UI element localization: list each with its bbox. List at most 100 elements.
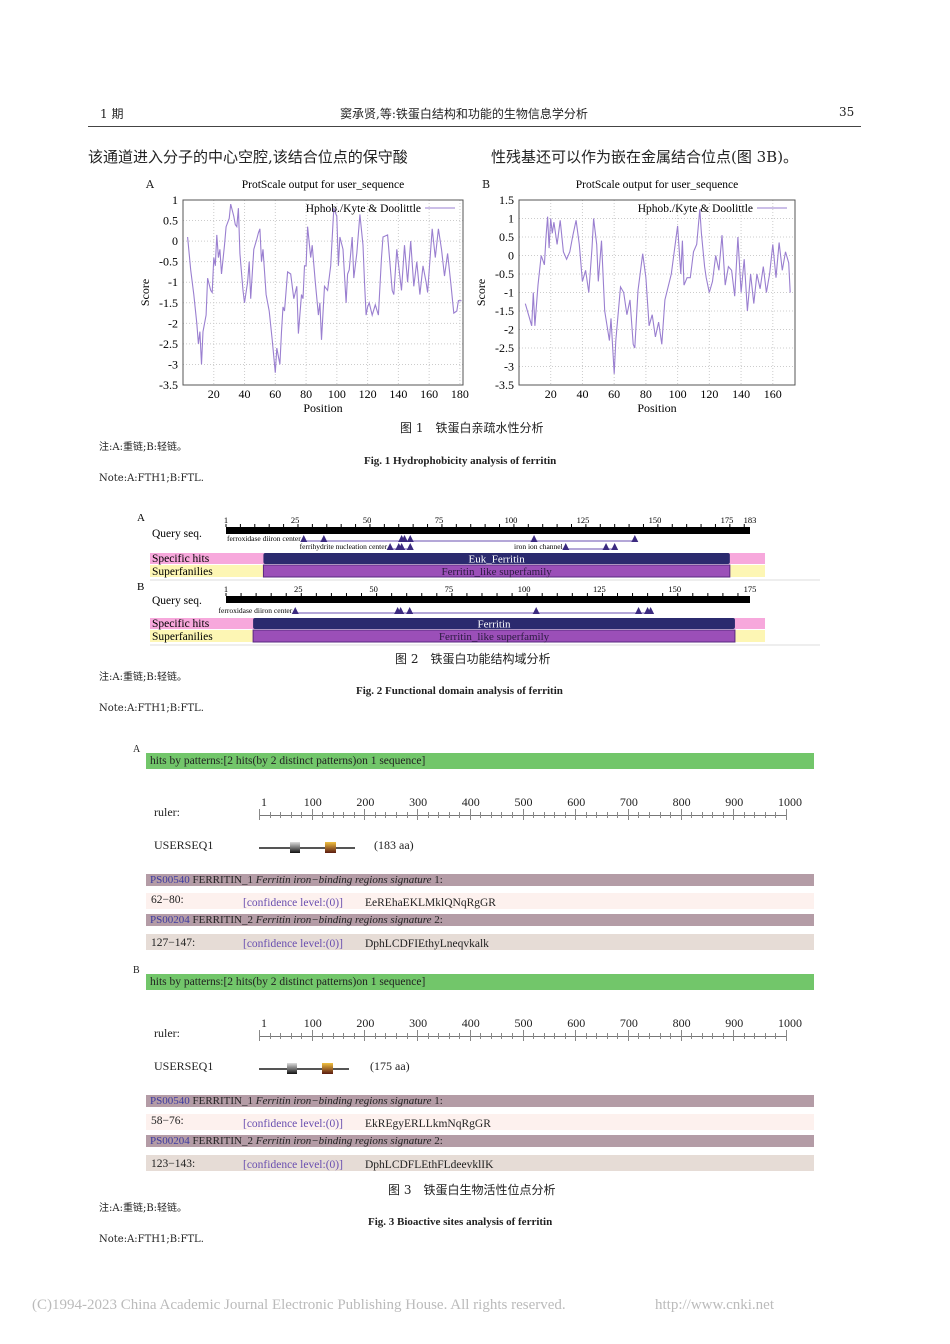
confidence-link[interactable]: [confidence level:(0)] xyxy=(243,938,343,950)
ruler-tick xyxy=(322,812,324,818)
pattern-hit-marker-1 xyxy=(287,1063,297,1074)
ruler-tick-label: 1000 xyxy=(778,1016,802,1030)
ruler-tick-label: 125 xyxy=(577,515,590,525)
sequence-length: (175 aa) xyxy=(370,1059,410,1073)
ruler-tick xyxy=(670,812,672,818)
confidence-link[interactable]: [confidence level:(0)] xyxy=(243,1159,343,1171)
ruler-tick-label: 1 xyxy=(224,515,228,525)
y-axis-label: Score xyxy=(474,279,488,306)
ruler-tick xyxy=(269,812,271,818)
ruler-tick xyxy=(374,1033,376,1039)
ruler-tick xyxy=(754,812,756,818)
ruler-tick xyxy=(743,1033,745,1039)
ruler-tick xyxy=(417,809,419,820)
pattern-id-link[interactable]: PS00540 xyxy=(150,1095,190,1107)
site-triangle-marker xyxy=(532,607,540,614)
ruler-tick-label: 200 xyxy=(356,1016,375,1030)
pattern-match-row: 62−80: [confidence level:(0)] EeREhaEKLMkl… xyxy=(146,893,814,909)
site-triangle-marker xyxy=(397,607,405,614)
confidence-link[interactable]: [confidence level:(0)] xyxy=(243,1118,343,1130)
specific-hit-name: Ferritin xyxy=(478,619,511,631)
pattern-header: PS00204 FERRITIN_2 Ferritin iron−binding… xyxy=(146,914,814,926)
legend-label: Hphob./Kyte & Doolittle xyxy=(638,203,753,215)
pattern-id-link[interactable]: PS00540 xyxy=(150,874,190,886)
hits-banner: hits by patterns:[2 hits(by 2 distinct p… xyxy=(146,974,814,990)
ruler-tick xyxy=(585,812,587,818)
ruler-tick xyxy=(438,812,440,818)
pattern-id-link[interactable]: PS00204 xyxy=(150,1135,190,1147)
ruler-tick xyxy=(543,812,545,818)
chart-title: ProtScale output for user_sequence xyxy=(576,179,739,191)
specific-hit-bar xyxy=(253,618,735,629)
ruler-tick xyxy=(364,809,366,820)
pattern-name: FERRITIN_1 xyxy=(192,1095,254,1107)
body-text-right: 性残基还可以作为嵌在金属结合位点(图 3B)。 xyxy=(491,148,799,166)
superfamily-name: Ferritin_like superfamily xyxy=(441,566,552,578)
body-text-left: 该通道进入分子的中心空腔,该结合位点的保守酸 xyxy=(88,148,408,166)
superfamily-name: Ferritin_like superfamily xyxy=(439,631,550,643)
ruler-tick xyxy=(322,1033,324,1039)
ruler-tick xyxy=(743,812,745,818)
ruler-tick-label: 100 xyxy=(505,515,518,525)
ruler-tick xyxy=(554,1033,556,1039)
ruler-tick-label: 700 xyxy=(619,1016,638,1030)
match-motif: DphLCDFLEthFLdeevklIK xyxy=(365,1159,494,1171)
ruler-tick-label: 800 xyxy=(672,795,691,809)
ruler-tick xyxy=(406,812,408,818)
x-tick-label: 80 xyxy=(640,387,652,401)
ruler-tick xyxy=(269,1033,271,1039)
ruler-tick xyxy=(343,812,345,818)
ruler-tick-label: 175 xyxy=(744,584,757,594)
hydropathy-series-line xyxy=(187,203,462,373)
ruler-tick xyxy=(543,1033,545,1039)
ruler-tick-label: 100 xyxy=(518,584,531,594)
ruler-tick xyxy=(638,1033,640,1039)
site-triangle-marker xyxy=(291,607,299,614)
pattern-id-link[interactable]: PS00204 xyxy=(150,914,190,926)
ruler-tick-label: 125 xyxy=(593,584,606,594)
pattern-number: 2: xyxy=(434,914,443,926)
x-tick-label: 160 xyxy=(420,387,438,401)
ruler-label: ruler: xyxy=(154,805,180,819)
ruler-tick xyxy=(659,1033,661,1039)
ruler-tick-label: 100 xyxy=(303,1016,322,1030)
ruler-tick xyxy=(427,812,429,818)
ruler-tick xyxy=(575,809,577,820)
match-motif: DphLCDFIEthyLneqvkalk xyxy=(365,938,489,950)
fig1-label-a: A xyxy=(146,178,154,191)
specific-hits-label: Specific hits xyxy=(152,618,210,630)
ruler-tick xyxy=(786,1030,787,1041)
cnki-url: http://www.cnki.net xyxy=(655,1297,775,1313)
pattern-description: Ferritin iron−binding regions signature xyxy=(255,874,432,886)
confidence-link[interactable]: [confidence level:(0)] xyxy=(243,897,343,909)
page-number: 35 xyxy=(839,105,855,119)
ruler-tick xyxy=(417,1030,419,1041)
ruler-tick xyxy=(575,1030,577,1041)
ruler-tick xyxy=(332,812,334,818)
ruler-tick xyxy=(343,1033,345,1039)
pattern-hit-marker-2 xyxy=(325,842,336,853)
running-title: 窦承贤,等:铁蛋白结构和功能的生物信息学分析 xyxy=(340,107,588,121)
site-triangle-marker xyxy=(406,543,414,550)
panel-label: B xyxy=(137,581,144,593)
ruler-tick-label: 50 xyxy=(369,584,378,594)
pattern-description: Ferritin iron−binding regions signature xyxy=(255,1095,432,1107)
ruler-tick xyxy=(585,1033,587,1039)
ruler-tick-label: 200 xyxy=(356,795,375,809)
site-triangle-marker xyxy=(635,607,643,614)
plot-frame xyxy=(518,199,796,386)
pattern-hit-marker-2 xyxy=(322,1063,333,1074)
fig1-label-b: B xyxy=(482,178,491,191)
hydropathy-series-line xyxy=(524,209,791,374)
ruler-tick xyxy=(680,1030,682,1041)
pattern-name: FERRITIN_2 xyxy=(192,914,254,926)
fig1-note-en: Note:A:FTH1;B:FTL. xyxy=(99,473,204,484)
ruler-tick-label: 600 xyxy=(567,1016,586,1030)
sequence-line xyxy=(259,847,355,849)
issue-number: 1 期 xyxy=(100,107,124,121)
copyright-watermark: (C)1994-2023 China Academic Journal Elec… xyxy=(32,1297,566,1313)
y-axis-label: Score xyxy=(138,279,152,306)
ruler-tick xyxy=(712,1033,714,1039)
pattern-header: PS00540 FERRITIN_1 Ferritin iron−binding… xyxy=(146,874,814,886)
